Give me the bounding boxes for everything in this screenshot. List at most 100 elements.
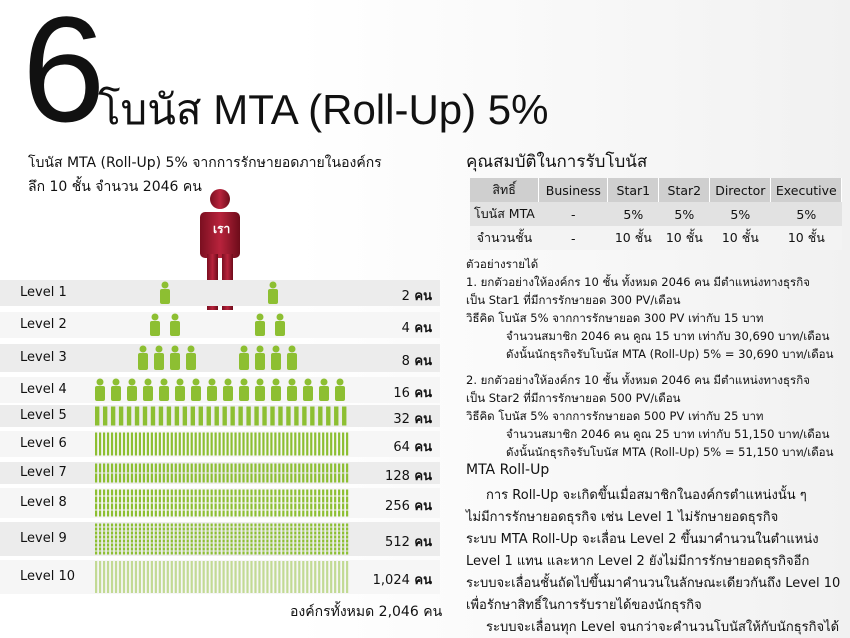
level-count-number: 2	[401, 289, 410, 304]
level-members-figures	[150, 313, 285, 336]
level-count-number: 128	[385, 469, 410, 484]
level-count-unit: คน	[414, 354, 432, 369]
table-header: Director	[709, 178, 772, 202]
member-person-icon	[255, 345, 265, 370]
level-count-unit: คน	[414, 289, 432, 304]
level-members-figures	[95, 561, 349, 593]
mta-rollup-line: ไม่มีการรักษายอดธุรกิจ เช่น Level 1 ไม่ร…	[466, 510, 779, 525]
level-label: Level 3	[20, 350, 67, 365]
table-cell: -	[538, 226, 608, 250]
level-count-number: 256	[385, 499, 410, 514]
table-header: สิทธิ์	[470, 178, 540, 202]
level-row	[0, 377, 440, 403]
level-label: Level 5	[20, 408, 67, 423]
level-count-unit: คน	[414, 412, 432, 427]
member-row-icons	[95, 523, 349, 527]
member-row-icons	[95, 551, 349, 555]
level-members-figures	[138, 345, 297, 370]
member-row-icons	[95, 473, 349, 483]
member-row-icons	[95, 575, 349, 577]
level-label: Level 10	[20, 569, 75, 584]
level-members-figures	[95, 406, 347, 426]
member-row-icons	[95, 583, 349, 585]
level-count-number: 1,024	[372, 573, 410, 588]
member-row-icons	[95, 587, 349, 589]
mta-rollup-line: Level 1 แทน และหาก Level 2 ยังไม่มีการรั…	[466, 554, 810, 569]
level-label: Level 1	[20, 285, 67, 300]
total-members: องค์กรทั้งหมด 2,046 คน	[290, 604, 443, 620]
qualification-title: คุณสมบัติในการรับโบนัส	[466, 152, 648, 172]
level-count-unit: คน	[414, 535, 432, 550]
level-label: Level 7	[20, 465, 67, 480]
level-members-figures	[95, 523, 349, 555]
level-row	[0, 462, 440, 484]
level-count-unit: คน	[414, 469, 432, 484]
member-person-icon	[143, 378, 153, 401]
level-count: 64 คน	[350, 436, 432, 457]
member-row-icons	[95, 539, 349, 543]
member-row-icons	[95, 565, 349, 567]
member-row-icons	[95, 496, 349, 503]
member-row-icons	[95, 531, 349, 535]
member-person-icon	[186, 345, 196, 370]
member-row-icons	[95, 503, 349, 510]
level-count: 2 คน	[350, 285, 432, 306]
level-count-unit: คน	[414, 573, 432, 588]
table-cell: 5%	[658, 202, 710, 226]
member-person-icon	[160, 281, 170, 304]
member-person-icon	[287, 378, 297, 401]
member-row-icons	[95, 547, 349, 551]
level-count-number: 512	[385, 535, 410, 550]
example-1-line: เป็น Star1 ที่มีการรักษายอด 300 PV/เดือน	[466, 293, 681, 307]
mta-rollup-line: การ Roll-Up จะเกิดขึ้นเมื่อสมาชิกในองค์ก…	[486, 488, 807, 503]
level-count: 1,024 คน	[350, 569, 432, 590]
example-1-line: วิธีคิด โบนัส 5% จากการรักษายอด 300 PV เ…	[466, 311, 764, 325]
table-cell: -	[538, 202, 608, 226]
member-row-icons	[95, 569, 349, 571]
member-row-icons	[95, 591, 349, 593]
level-count-unit: คน	[414, 386, 432, 401]
table-cell: 5%	[709, 202, 771, 226]
level-count: 4 คน	[350, 317, 432, 338]
member-row-icons	[95, 563, 349, 565]
mta-rollup-heading: MTA Roll-Up	[466, 462, 550, 478]
example-2-line: 2. ยกตัวอย่างให้องค์กร 10 ชั้น ทั้งหมด 2…	[466, 373, 810, 387]
example-2-line: เป็น Star2 ที่มีการรักษายอด 500 PV/เดือน	[466, 391, 681, 405]
level-count-number: 4	[401, 321, 410, 336]
level-row	[0, 344, 440, 372]
table-header: Executive	[770, 178, 843, 202]
level-members-figures	[95, 378, 345, 401]
level-members-figures	[95, 489, 349, 517]
member-row-icons	[95, 589, 349, 591]
member-person-icon	[127, 378, 137, 401]
level-count-number: 64	[393, 440, 410, 455]
member-row-icons	[95, 535, 349, 539]
member-person-icon	[271, 378, 281, 401]
member-person-icon	[111, 378, 121, 401]
level-count-unit: คน	[414, 321, 432, 336]
level-count-number: 32	[393, 412, 410, 427]
you-label: เรา	[213, 222, 231, 236]
member-row-icons	[95, 577, 349, 579]
subtitle-line-2: ลึก 10 ชั้น จำนวน 2046 คน	[28, 179, 202, 195]
mta-rollup-line: ระบบจะเลื่อนชั้นถัดไปขึ้นมาคำนวนในลักษณะ…	[466, 576, 841, 591]
example-2-line: จำนวนสมาชิก 2046 คน คูณ 25 บาท เท่ากับ 5…	[506, 427, 830, 441]
level-row	[0, 312, 440, 338]
level-count-number: 16	[393, 386, 410, 401]
level-count-unit: คน	[414, 440, 432, 455]
member-person-icon	[287, 345, 297, 370]
member-person-icon	[154, 345, 164, 370]
level-members-figures	[95, 463, 349, 483]
member-person-icon	[303, 378, 313, 401]
table-cell: จำนวนชั้น	[470, 226, 539, 250]
example-1-line: ดังนั้นนักธุรกิจรับโบนัส MTA (Roll-Up) 5…	[506, 347, 834, 361]
page-title: โบนัส MTA (Roll-Up) 5%	[98, 86, 549, 133]
mta-rollup-line: เพื่อรักษาสิทธิ์ในการรับรายได้ของนักธุรก…	[466, 598, 702, 613]
table-cell: 10 ชั้น	[658, 226, 710, 250]
table-cell: โบนัส MTA	[470, 202, 539, 226]
member-person-icon	[159, 378, 169, 401]
level-count: 16 คน	[350, 382, 432, 403]
member-row-icons	[95, 489, 349, 496]
member-person-icon	[223, 378, 233, 401]
level-label: Level 4	[20, 382, 67, 397]
